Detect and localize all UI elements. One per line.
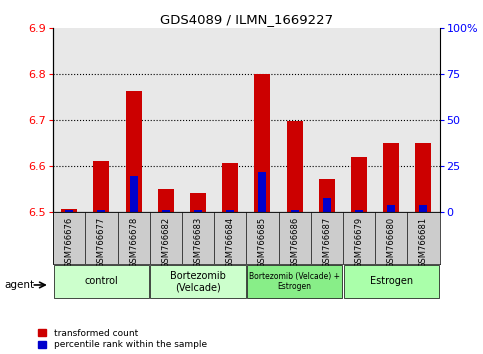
Text: GSM766679: GSM766679 xyxy=(355,217,364,268)
Text: control: control xyxy=(85,276,118,286)
Bar xyxy=(351,157,367,212)
Bar xyxy=(65,210,73,212)
Bar xyxy=(286,121,303,212)
Bar xyxy=(162,210,170,212)
Bar xyxy=(150,212,182,264)
Bar xyxy=(343,212,375,264)
Bar xyxy=(319,179,335,212)
Bar xyxy=(419,205,427,212)
Bar xyxy=(323,198,331,212)
Text: GSM766683: GSM766683 xyxy=(194,217,202,268)
Text: GSM766687: GSM766687 xyxy=(322,217,331,268)
Bar xyxy=(98,210,105,212)
Bar xyxy=(311,212,343,264)
Text: GSM766685: GSM766685 xyxy=(258,217,267,268)
Bar xyxy=(53,212,85,264)
Bar xyxy=(255,74,270,212)
Bar xyxy=(383,143,399,212)
Bar xyxy=(415,143,431,212)
Bar xyxy=(61,209,77,212)
Bar xyxy=(246,212,279,264)
Bar xyxy=(54,265,149,298)
Bar xyxy=(407,212,440,264)
Text: GSM766676: GSM766676 xyxy=(65,217,74,268)
Bar xyxy=(387,205,395,212)
Text: GSM766678: GSM766678 xyxy=(129,217,138,268)
Bar xyxy=(279,212,311,264)
Bar xyxy=(247,265,342,298)
Bar xyxy=(129,176,138,212)
Text: Bortezomib (Velcade) +
Estrogen: Bortezomib (Velcade) + Estrogen xyxy=(249,272,340,291)
Text: GSM766682: GSM766682 xyxy=(161,217,170,268)
Text: Bortezomib
(Velcade): Bortezomib (Velcade) xyxy=(170,270,226,292)
Text: GSM766681: GSM766681 xyxy=(419,217,428,268)
Text: GSM766684: GSM766684 xyxy=(226,217,235,268)
Bar xyxy=(226,210,234,212)
Bar xyxy=(355,210,363,212)
Legend: transformed count, percentile rank within the sample: transformed count, percentile rank withi… xyxy=(38,329,207,349)
Bar xyxy=(182,212,214,264)
Bar xyxy=(126,91,142,212)
Bar xyxy=(375,212,407,264)
Text: GSM766680: GSM766680 xyxy=(387,217,396,268)
Text: GSM766677: GSM766677 xyxy=(97,217,106,268)
Title: GDS4089 / ILMN_1669227: GDS4089 / ILMN_1669227 xyxy=(160,13,333,26)
Bar xyxy=(343,265,439,298)
Bar xyxy=(258,172,267,212)
Bar xyxy=(158,189,174,212)
Bar xyxy=(150,265,246,298)
Bar xyxy=(85,212,117,264)
Bar xyxy=(190,193,206,212)
Text: agent: agent xyxy=(5,280,35,290)
Bar xyxy=(291,210,298,212)
Bar xyxy=(93,161,110,212)
Bar xyxy=(117,212,150,264)
Text: Estrogen: Estrogen xyxy=(369,276,413,286)
Bar xyxy=(194,210,202,212)
Text: GSM766686: GSM766686 xyxy=(290,217,299,268)
Bar xyxy=(214,212,246,264)
Bar xyxy=(222,163,238,212)
